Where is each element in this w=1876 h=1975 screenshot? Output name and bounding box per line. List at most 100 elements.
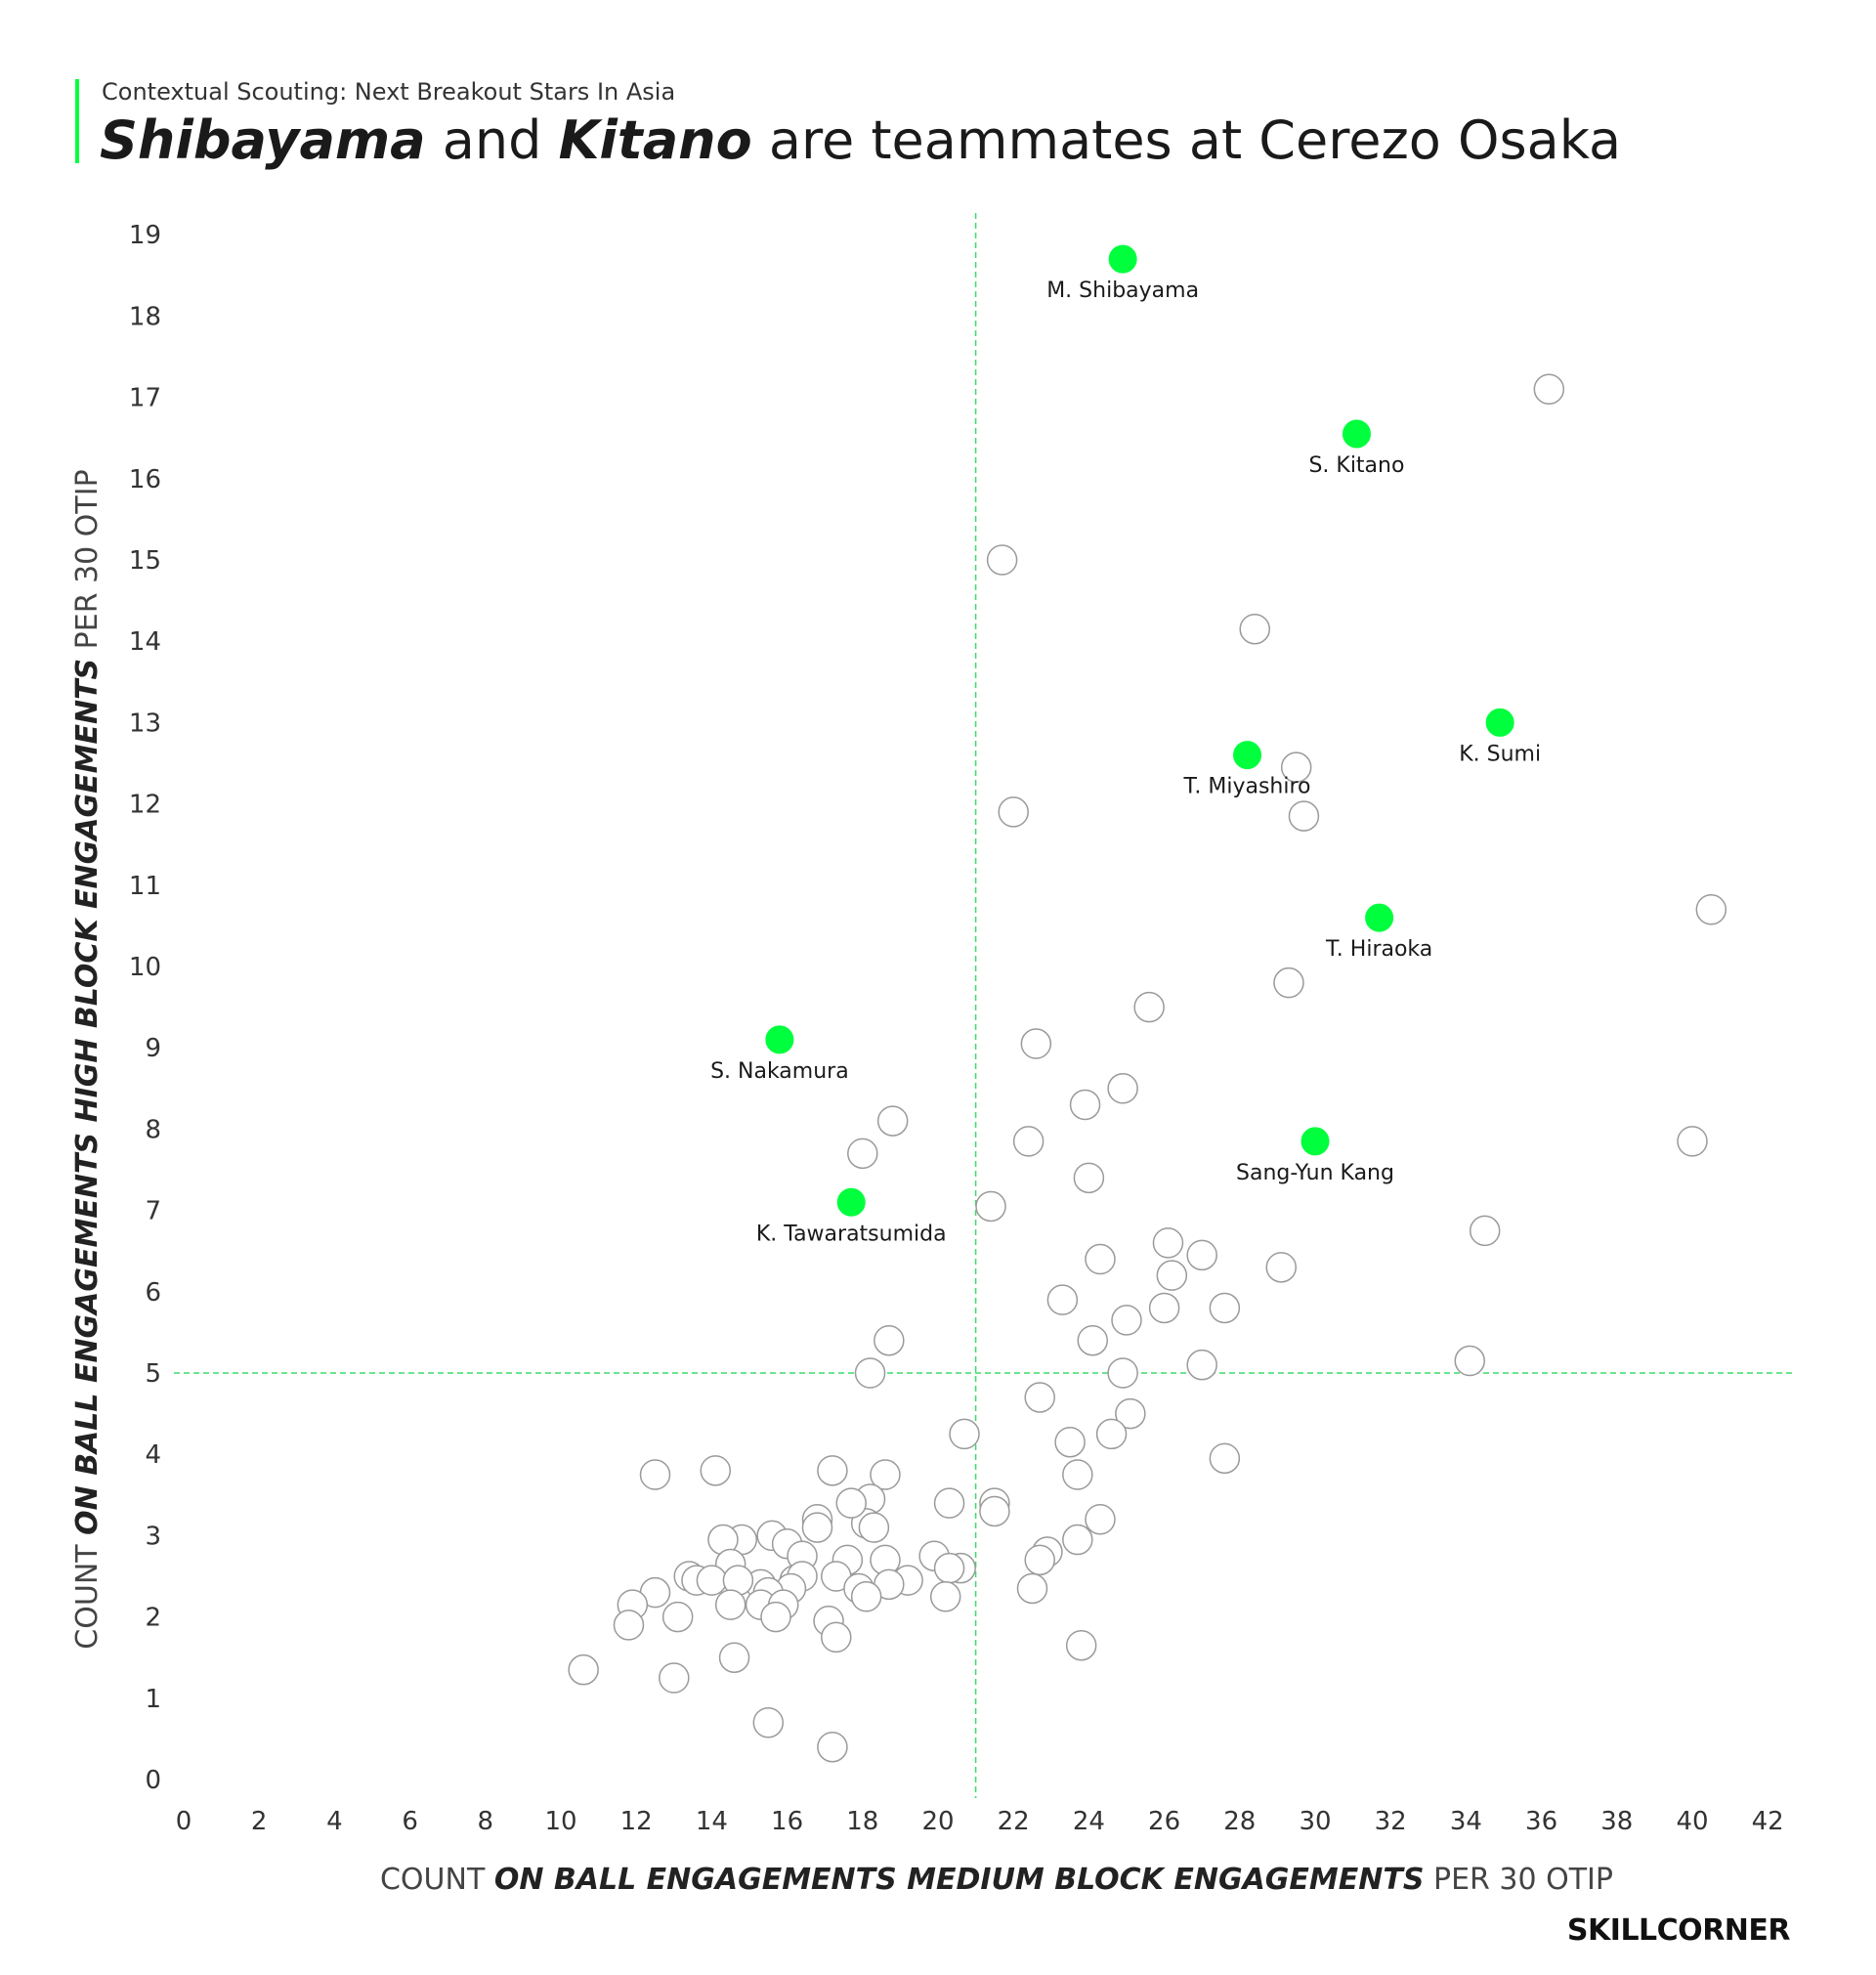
player-point [1020,1028,1052,1059]
player-point [1288,800,1320,832]
player-point [1280,751,1312,783]
y-tick-label: 18 [129,302,161,331]
highlighted-player-point [1300,1126,1331,1157]
player-point [1677,1126,1708,1157]
player-point [847,1138,878,1170]
player-point [752,1707,785,1739]
player-point [817,1455,848,1486]
title-connector: and [425,109,559,171]
player-point [1209,1292,1241,1324]
x-tick-label: 8 [478,1807,494,1836]
title-name-kitano: Kitano [558,109,752,171]
player-label: K. Tawaratsumida [756,1222,947,1246]
y-tick-label: 10 [129,953,161,982]
player-point [714,1589,746,1620]
player-point [854,1357,886,1389]
player-point [1095,1418,1128,1450]
y-tick-label: 17 [129,384,161,413]
player-point [1454,1345,1486,1377]
player-point [801,1512,833,1543]
highlighted-player-point [1364,902,1395,933]
player-point [568,1653,599,1686]
player-point [1186,1239,1217,1271]
player-label: T. Hiraoka [1325,937,1432,962]
x-tick-label: 0 [176,1807,192,1836]
x-tick-label: 12 [620,1807,653,1836]
other-players [568,373,1727,1763]
player-point [659,1662,690,1694]
player-point [986,544,1018,576]
x-tick-label: 26 [1148,1807,1180,1836]
player-point [1156,1260,1188,1291]
x-tick-label: 30 [1299,1807,1331,1836]
x-tick-label: 36 [1525,1807,1557,1836]
title-accent-bar [75,79,79,163]
x-tick-label: 14 [696,1807,728,1836]
player-label: S. Kitano [1308,453,1404,478]
player-point [933,1487,965,1519]
title-rest: are teammates at Cerezo Osaka [751,109,1622,171]
player-point [1016,1572,1048,1605]
x-axis-ticks: 0 2 4 6 8 10 12 14 16 18 20 22 24 26 28 30 32 34 36 38 40 42 [176,1807,1784,1836]
player-point [760,1601,791,1633]
highlighted-player-point [1484,707,1515,738]
player-point [998,796,1029,828]
player-point [817,1731,848,1763]
player-point [1024,1544,1055,1576]
player-point [1695,894,1727,925]
player-point [613,1610,645,1641]
x-tick-label: 20 [921,1807,954,1836]
highlighted-player-point [1107,243,1138,275]
x-tick-label: 18 [846,1807,878,1836]
player-point [1239,613,1270,645]
y-tick-label: 16 [129,465,161,494]
player-point [1062,1459,1093,1490]
player-point [718,1642,750,1673]
y-tick-label: 8 [145,1115,161,1144]
x-tick-label: 34 [1450,1807,1482,1836]
player-point [1012,1126,1045,1157]
player-point [1054,1426,1086,1458]
chart-title: Shibayama and Kitano are teammates at Ce… [100,109,1621,171]
player-point [979,1495,1010,1527]
player-point [975,1190,1006,1223]
player-point [1533,373,1565,406]
skillcorner-logo: SKILLCORNER [1566,1913,1791,1948]
y-tick-label: 9 [145,1034,161,1063]
player-point [1077,1324,1109,1356]
player-point [639,1459,671,1490]
player-point [1069,1089,1101,1121]
player-point [933,1552,965,1584]
player-point [1046,1284,1079,1315]
player-label: S. Nakamura [710,1059,849,1084]
x-tick-label: 24 [1073,1807,1105,1836]
x-tick-label: 16 [771,1807,803,1836]
player-label: M. Shibayama [1046,279,1199,303]
player-point [821,1621,852,1653]
player-point [1073,1162,1105,1194]
player-point [835,1487,867,1519]
y-tick-label: 5 [145,1359,161,1389]
y-tick-label: 3 [145,1522,161,1551]
player-label: K. Sumi [1459,742,1541,766]
player-point [1469,1215,1501,1247]
player-point [1062,1524,1093,1556]
player-point [696,1565,728,1596]
x-tick-label: 40 [1676,1807,1708,1836]
y-tick-label: 6 [145,1278,161,1308]
y-tick-label: 15 [129,546,161,576]
x-tick-label: 4 [326,1807,343,1836]
x-tick-label: 10 [544,1807,576,1836]
highlighted-players: M. Shibayama S. Kitano K. Sumi T. Miyashiro… [710,243,1541,1246]
x-tick-label: 38 [1600,1807,1633,1836]
chart-subtitle: Contextual Scouting: Next Breakout Stars… [102,78,676,106]
y-tick-label: 11 [129,872,161,901]
x-tick-label: 32 [1375,1807,1407,1836]
player-point [1152,1227,1184,1259]
y-tick-label: 12 [129,791,161,820]
x-axis-title: COUNT ON BALL ENGAGEMENTS MEDIUM BLOCK E… [380,1863,1613,1897]
player-point [874,1324,905,1356]
y-tick-label: 1 [145,1685,161,1714]
